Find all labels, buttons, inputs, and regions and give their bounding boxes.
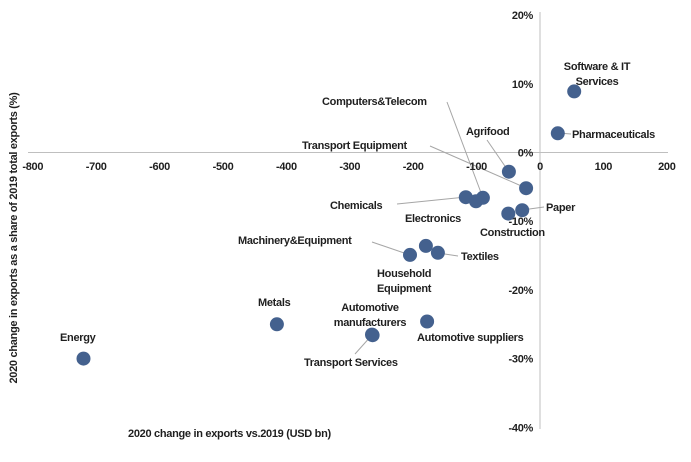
x-tick-label--500: -500 — [213, 161, 234, 173]
data-label-agrifood: Agrifood — [466, 126, 509, 138]
x-tick-label--300: -300 — [339, 161, 360, 173]
y-tick-label--40: -40% — [509, 422, 534, 434]
x-tick-label-200: 200 — [658, 161, 676, 173]
x-tick-label-0: 0 — [537, 161, 543, 173]
data-label-paper: Paper — [546, 202, 576, 214]
x-axis-title: 2020 change in exports vs.2019 (USD bn) — [128, 428, 331, 440]
data-point-metals — [269, 317, 284, 332]
y-tick-label-0: 0% — [518, 148, 534, 160]
data-label-electronics: Electronics — [405, 213, 461, 225]
data-label-transport-services: Transport Services — [304, 357, 398, 369]
data-label-automotive-manufacturers: Automotive manufacturers — [334, 302, 407, 329]
leader-line-chemicals — [396, 196, 467, 205]
x-tick-label--100: -100 — [466, 161, 487, 173]
x-tick-label--700: -700 — [86, 161, 107, 173]
data-point-automotive-suppliers — [420, 314, 435, 329]
data-point-machinery-equipment — [403, 247, 417, 262]
data-label-computers-telecom: Computers&Telecom — [322, 96, 427, 108]
data-label-automotive-suppliers: Automotive suppliers — [417, 332, 524, 344]
x-tick-label--400: -400 — [276, 161, 297, 173]
leader-line-computers-telecom — [446, 101, 484, 199]
data-label-household-equipment: Household Equipment — [377, 268, 432, 295]
data-point-automotive-manufacturers — [365, 328, 380, 343]
data-label-metals: Metals — [258, 297, 291, 309]
x-tick-label--200: -200 — [403, 161, 424, 173]
data-point-construction — [501, 206, 516, 221]
data-label-machinery-equipment: Machinery&Equipment — [238, 235, 352, 247]
data-label-chemicals: Chemicals — [330, 200, 383, 212]
data-label-software-it-services: Software & IT Services — [564, 61, 631, 88]
data-point-paper — [515, 203, 530, 218]
y-tick-label--30: -30% — [509, 354, 534, 366]
data-point-agrifood — [501, 164, 516, 179]
data-point-textiles — [430, 245, 445, 260]
data-point-energy — [76, 351, 91, 366]
data-point-software-it-services — [567, 84, 582, 99]
data-label-construction: Construction — [480, 227, 545, 239]
x-tick-label--800: -800 — [22, 161, 43, 173]
y-tick-label-10: 10% — [512, 79, 534, 91]
x-tick-label--600: -600 — [149, 161, 170, 173]
y-tick-label-20: 20% — [512, 10, 534, 22]
data-label-textiles: Textiles — [461, 251, 499, 263]
y-axis-title: 2020 change in exports as a share of 201… — [8, 92, 20, 384]
leader-line-transport-equipment — [429, 145, 527, 189]
data-point-transport-equipment — [519, 181, 534, 196]
x-tick-label-100: 100 — [595, 161, 613, 173]
data-point-computers-telecom — [475, 190, 490, 205]
data-point-pharmaceuticals — [550, 126, 565, 141]
data-point-household-equipment — [418, 238, 433, 253]
y-tick-label--20: -20% — [509, 285, 534, 297]
data-label-transport-equipment: Transport Equipment — [302, 140, 408, 152]
data-label-energy: Energy — [60, 332, 97, 344]
data-label-pharmaceuticals: Pharmaceuticals — [572, 129, 655, 141]
y-tick-label--10: -10% — [509, 216, 534, 228]
